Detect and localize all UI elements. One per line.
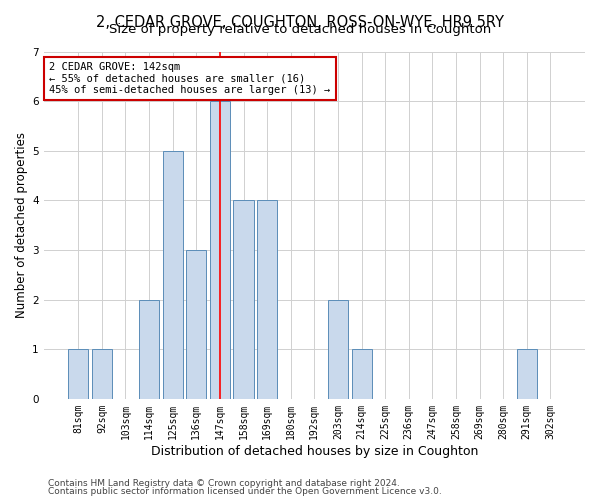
Bar [210, 101, 230, 399]
Text: Contains HM Land Registry data © Crown copyright and database right 2024.: Contains HM Land Registry data © Crown c… [48, 478, 400, 488]
Text: Size of property relative to detached houses in Coughton: Size of property relative to detached ho… [109, 22, 491, 36]
Y-axis label: Number of detached properties: Number of detached properties [15, 132, 28, 318]
Bar [163, 150, 183, 399]
Text: 2 CEDAR GROVE: 142sqm
← 55% of detached houses are smaller (16)
45% of semi-deta: 2 CEDAR GROVE: 142sqm ← 55% of detached … [49, 62, 331, 95]
Bar [186, 250, 206, 399]
Text: Contains public sector information licensed under the Open Government Licence v3: Contains public sector information licen… [48, 487, 442, 496]
Bar [68, 349, 88, 399]
Bar [139, 300, 159, 399]
X-axis label: Distribution of detached houses by size in Coughton: Distribution of detached houses by size … [151, 444, 478, 458]
Bar [257, 200, 277, 399]
Bar [92, 349, 112, 399]
Bar [352, 349, 371, 399]
Text: 2, CEDAR GROVE, COUGHTON, ROSS-ON-WYE, HR9 5RY: 2, CEDAR GROVE, COUGHTON, ROSS-ON-WYE, H… [96, 15, 504, 30]
Bar [517, 349, 537, 399]
Bar [328, 300, 348, 399]
Bar [233, 200, 254, 399]
